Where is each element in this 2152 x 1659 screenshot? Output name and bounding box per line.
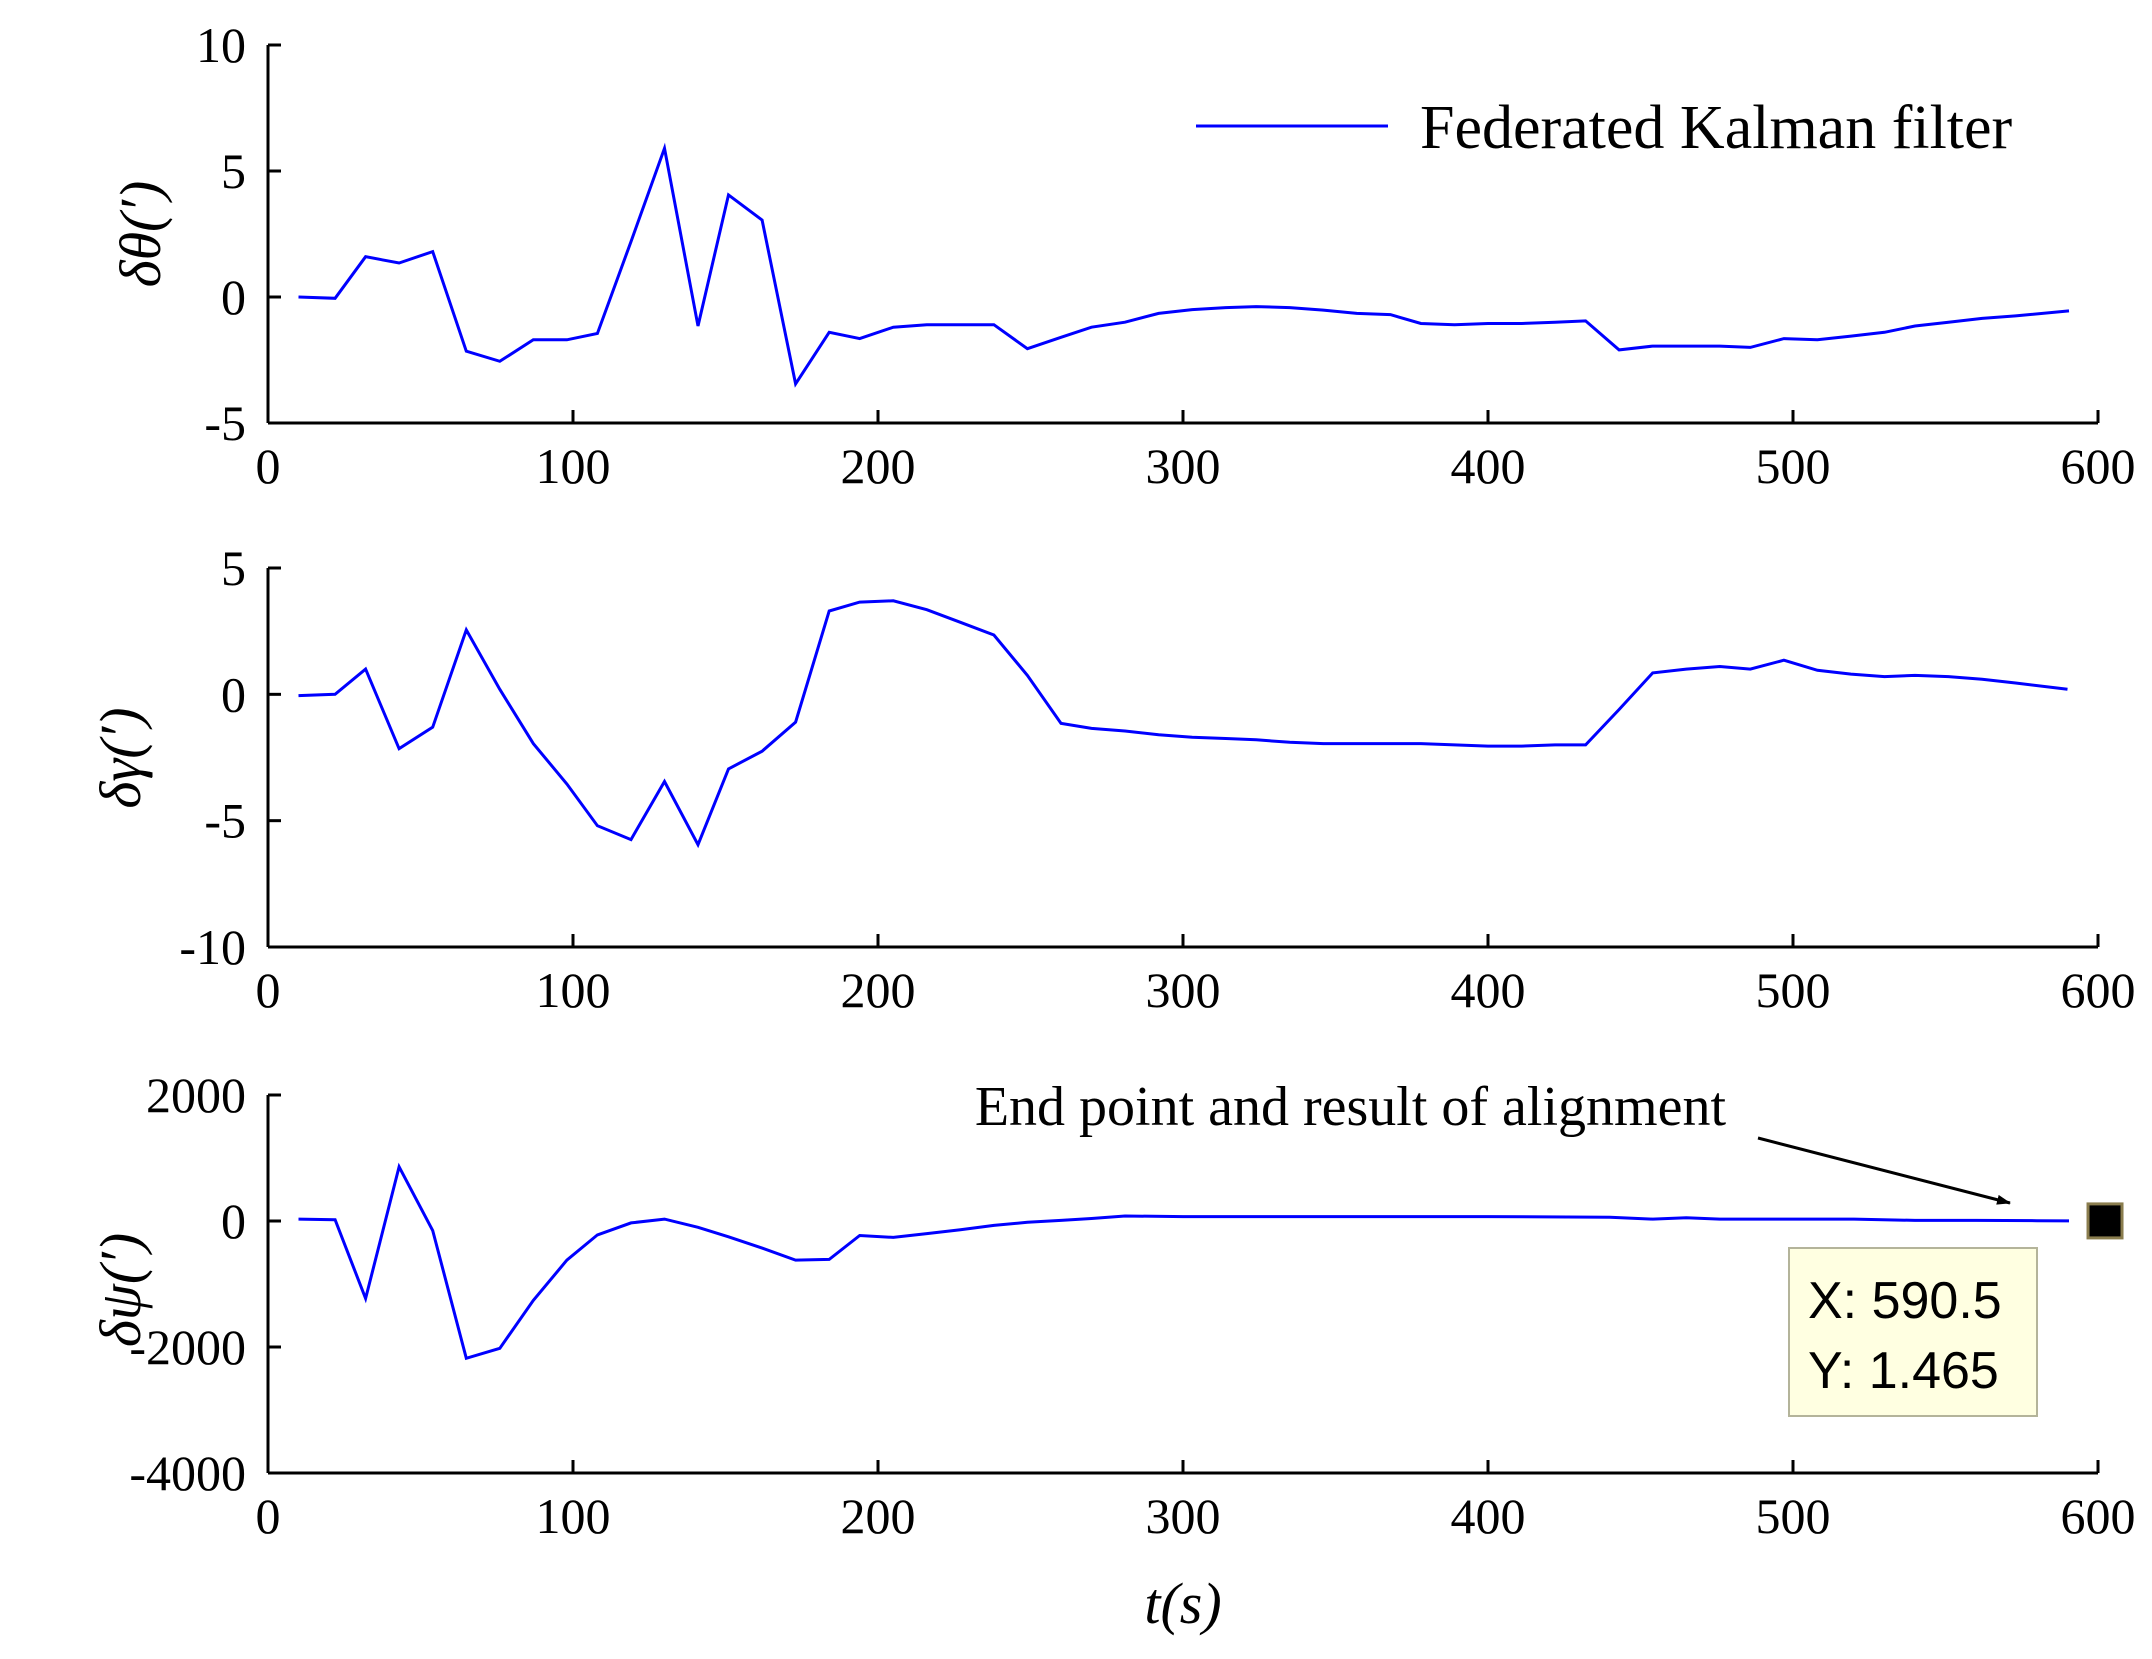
y-tick-label: -5	[204, 395, 246, 451]
x-tick-label: 100	[536, 438, 611, 494]
y-ticks: -10 -5 0 5	[179, 540, 281, 975]
x-tick-label: 0	[256, 962, 281, 1018]
x-tick-label: 600	[2061, 1488, 2136, 1544]
x-tick-label: 500	[1756, 1488, 1831, 1544]
annotation-end-point: End point and result of alignment	[975, 1076, 1727, 1138]
datatip-marker[interactable]	[2086, 1202, 2124, 1240]
y-ticks: -4000 -2000 0 2000	[129, 1067, 281, 1501]
y-tick-label: 2000	[146, 1067, 246, 1123]
y-tick-label: 10	[196, 17, 246, 73]
x-ticks: 0 100 200 300 400 500 600	[256, 1460, 2136, 1544]
panel-psi: -4000 -2000 0 2000 0 100 200 300 400 500 600 δψ(′…	[88, 1067, 2136, 1636]
x-tick-label: 600	[2061, 438, 2136, 494]
y-tick-label: -2000	[129, 1319, 246, 1375]
y-tick-label: 0	[221, 1193, 246, 1249]
datatip-x: X: 590.5	[1808, 1272, 2002, 1330]
y-axis-title-gamma: δγ(′)	[88, 707, 153, 808]
series-line-psi	[298, 1162, 2070, 1361]
x-ticks: 0 100 200 300 400 500 600	[256, 934, 2136, 1018]
y-axis-title-psi: δψ(′)	[88, 1233, 153, 1347]
x-tick-label: 0	[256, 438, 281, 494]
x-tick-label: 500	[1756, 438, 1831, 494]
y-tick-label: -10	[179, 919, 246, 975]
series-line-federated-kalman-filter	[298, 142, 2070, 388]
x-axis-title: t(s)	[1144, 1571, 1221, 1636]
x-tick-label: 100	[536, 1488, 611, 1544]
x-tick-label: 400	[1451, 438, 1526, 494]
x-tick-label: 200	[841, 962, 916, 1018]
x-tick-label: 400	[1451, 1488, 1526, 1544]
x-tick-label: 400	[1451, 962, 1526, 1018]
x-tick-label: 200	[841, 1488, 916, 1544]
x-ticks: 0 100 200 300 400 500 600	[256, 410, 2136, 494]
x-tick-label: 500	[1756, 962, 1831, 1018]
y-tick-label: 5	[221, 143, 246, 199]
series-line-gamma	[298, 599, 2068, 849]
legend: Federated Kalman filter	[1196, 94, 2013, 162]
y-tick-label: -4000	[129, 1445, 246, 1501]
datatip-box: X: 590.5 Y: 1.465	[1788, 1247, 2038, 1417]
x-tick-label: 300	[1146, 438, 1221, 494]
x-tick-label: 0	[256, 1488, 281, 1544]
y-tick-label: -5	[204, 793, 246, 849]
x-tick-label: 300	[1146, 962, 1221, 1018]
annotation-arrow	[1757, 1136, 2011, 1205]
x-tick-label: 300	[1146, 1488, 1221, 1544]
y-tick-label: 0	[221, 666, 246, 722]
x-tick-label: 200	[841, 438, 916, 494]
datatip-y: Y: 1.465	[1808, 1342, 1999, 1400]
y-tick-label: 0	[221, 269, 246, 325]
panel-gamma: -10-505 0 100 200 300 400 500 600 δγ(′)	[88, 540, 2136, 1018]
y-axis-title-theta: δθ(′)	[108, 181, 173, 288]
legend-label-federated-kalman-filter: Federated Kalman filter	[1420, 94, 2013, 162]
y-ticks: -5 0 5 10	[196, 17, 281, 451]
y-tick-label: 5	[221, 540, 246, 596]
x-tick-label: 100	[536, 962, 611, 1018]
x-tick-label: 600	[2061, 962, 2136, 1018]
